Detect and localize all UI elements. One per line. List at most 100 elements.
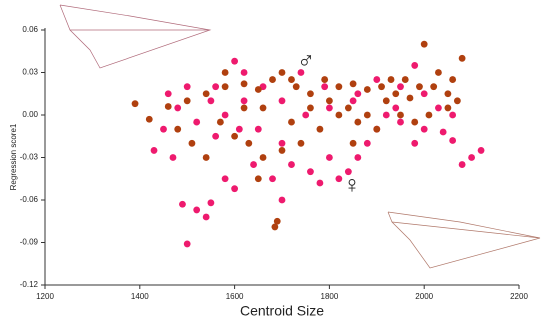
point <box>435 69 442 76</box>
point <box>254 175 262 183</box>
point <box>231 57 239 65</box>
y-tick-label: -0.03 <box>20 153 39 162</box>
point <box>363 139 371 147</box>
point <box>363 111 371 119</box>
point <box>411 139 419 147</box>
point <box>435 104 442 112</box>
point <box>297 139 305 147</box>
point <box>458 54 466 62</box>
point <box>221 83 229 91</box>
y-tick-label: 0.00 <box>22 110 38 119</box>
point <box>183 97 191 105</box>
point <box>174 104 182 112</box>
point <box>363 86 371 93</box>
point <box>288 118 295 126</box>
point <box>382 97 390 105</box>
point <box>420 125 428 133</box>
point <box>202 90 210 98</box>
point <box>326 154 333 161</box>
point <box>349 80 357 88</box>
point <box>278 147 286 154</box>
point <box>188 139 196 147</box>
point <box>316 125 324 133</box>
point <box>321 76 329 83</box>
y-tick-label: -0.09 <box>20 238 39 247</box>
point <box>202 154 210 161</box>
point <box>449 111 457 119</box>
point <box>307 90 314 98</box>
point <box>349 139 357 147</box>
y-axis-title: Regression score1 <box>9 123 18 190</box>
annotation: ♂ <box>297 47 315 74</box>
point <box>212 83 220 91</box>
point <box>278 139 286 147</box>
point <box>468 154 475 161</box>
point <box>387 76 395 83</box>
point <box>316 179 324 187</box>
point <box>235 125 243 133</box>
annotation: ♀ <box>343 171 361 198</box>
point <box>444 104 452 112</box>
point <box>382 111 390 119</box>
point <box>354 90 362 98</box>
point <box>392 90 400 98</box>
point <box>420 90 428 98</box>
point <box>221 175 229 183</box>
point <box>179 200 186 208</box>
point <box>169 154 177 161</box>
point <box>212 132 220 140</box>
point <box>392 104 400 112</box>
point <box>297 69 305 76</box>
point <box>131 100 139 108</box>
point <box>216 118 224 126</box>
point <box>321 83 329 91</box>
point <box>344 168 352 176</box>
point <box>278 196 286 204</box>
point <box>164 90 172 98</box>
point <box>439 128 447 136</box>
point <box>183 240 191 248</box>
point <box>292 83 300 91</box>
point <box>335 111 343 119</box>
point <box>240 97 248 105</box>
x-tick-label: 2200 <box>510 292 528 301</box>
point <box>160 125 167 133</box>
point <box>373 76 381 83</box>
point <box>174 125 182 133</box>
y-tick-label: -0.06 <box>20 195 39 204</box>
point <box>269 175 276 183</box>
point <box>221 111 229 119</box>
y-tick-label: -0.12 <box>20 280 39 289</box>
point <box>444 90 452 98</box>
wing-diagram <box>387 211 541 269</box>
point <box>288 76 295 83</box>
point <box>240 104 248 112</box>
point <box>221 69 229 76</box>
point <box>207 199 215 207</box>
point <box>378 83 385 91</box>
point <box>449 76 457 83</box>
point <box>411 62 419 69</box>
point <box>477 147 485 154</box>
point <box>254 125 262 133</box>
point <box>183 83 191 91</box>
point <box>259 154 267 161</box>
point <box>335 175 343 183</box>
point <box>354 154 362 161</box>
x-tick-label: 1400 <box>131 292 149 301</box>
point <box>273 217 281 225</box>
point <box>278 69 286 76</box>
point <box>449 137 457 144</box>
x-tick-label: 1600 <box>226 292 244 301</box>
point <box>344 104 352 112</box>
point <box>326 97 333 105</box>
point <box>240 80 248 88</box>
point <box>420 40 428 48</box>
point <box>397 111 404 119</box>
point <box>231 185 239 193</box>
y-tick-label: 0.06 <box>22 25 38 34</box>
point <box>354 118 362 126</box>
point <box>335 83 343 91</box>
point <box>397 83 404 91</box>
